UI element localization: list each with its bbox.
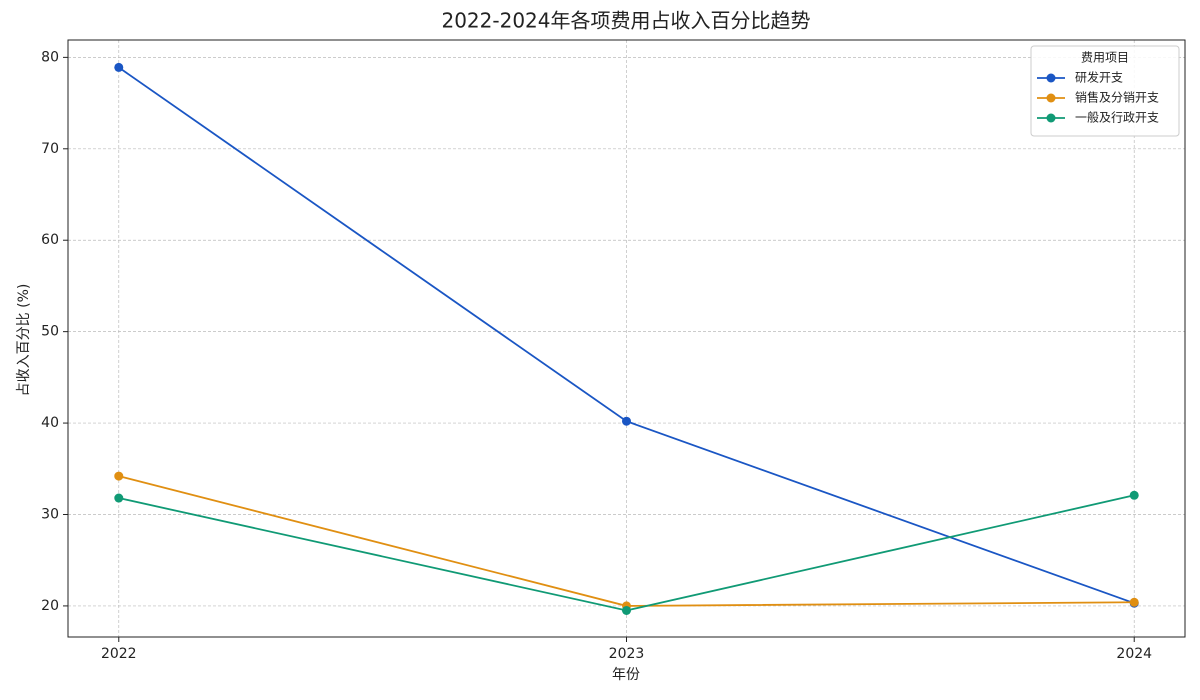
legend-label: 一般及行政开支 <box>1075 110 1159 125</box>
x-tick-label: 2024 <box>1116 646 1152 662</box>
y-tick-label: 40 <box>41 415 59 431</box>
y-tick-label: 20 <box>41 598 59 614</box>
x-axis-label: 年份 <box>612 667 640 683</box>
data-point <box>1129 490 1139 500</box>
y-tick-label: 30 <box>41 506 59 522</box>
data-point <box>114 493 124 503</box>
data-point <box>1129 597 1139 607</box>
chart-title: 2022-2024年各项费用占收入百分比趋势 <box>441 9 810 33</box>
y-axis-label: 占收入百分比 (%) <box>16 284 32 397</box>
legend-label: 研发开支 <box>1075 70 1123 85</box>
y-tick-label: 80 <box>41 49 59 65</box>
data-point <box>622 416 631 426</box>
legend-box <box>1030 45 1180 137</box>
legend-title: 费用项目 <box>1081 51 1129 65</box>
legend-label: 销售及分销开支 <box>1075 90 1159 105</box>
data-point <box>114 471 124 481</box>
data-point <box>622 605 631 615</box>
x-tick-label: 2023 <box>609 646 645 662</box>
legend-marker <box>1046 93 1056 103</box>
y-tick-label: 70 <box>41 141 59 157</box>
x-tick-label: 2022 <box>101 646 137 662</box>
legend-marker <box>1046 113 1056 123</box>
legend-marker <box>1046 73 1056 83</box>
data-point <box>114 62 124 72</box>
plot-frame <box>67 39 1186 638</box>
y-tick-label: 60 <box>41 232 59 248</box>
y-tick-label: 50 <box>41 324 59 340</box>
